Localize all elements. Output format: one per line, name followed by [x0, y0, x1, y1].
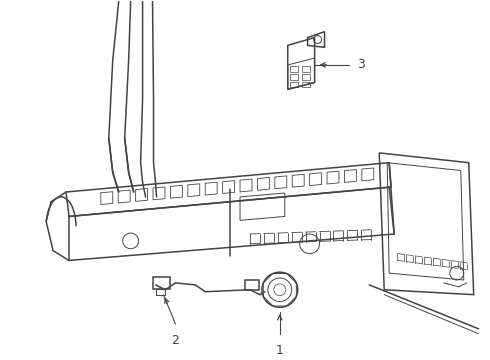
- Text: 3: 3: [357, 58, 365, 71]
- Text: 2: 2: [172, 334, 179, 347]
- Text: 1: 1: [276, 343, 284, 356]
